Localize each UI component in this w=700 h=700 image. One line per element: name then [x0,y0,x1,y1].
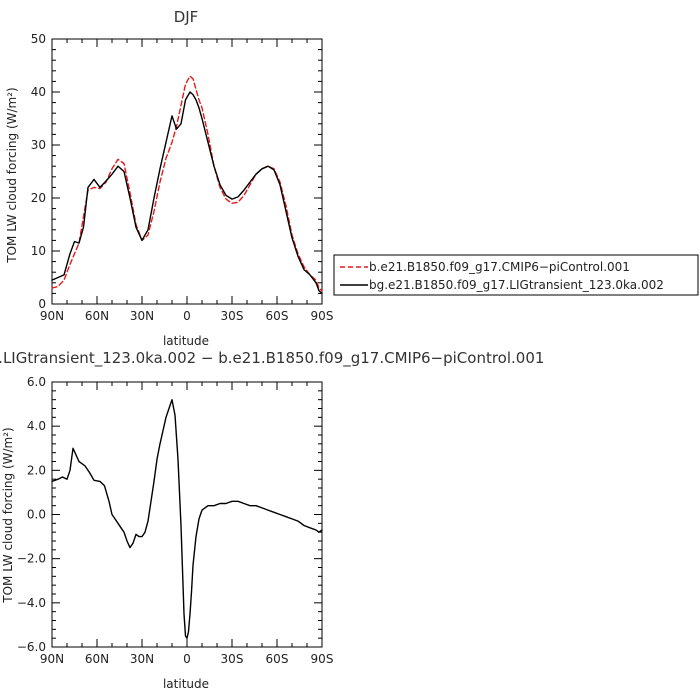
bottom-series-line-0 [51,399,323,639]
top-chart-title: DJF [174,8,199,26]
legend-label-control: b.e21.B1850.f09_g17.CMIP6−piControl.001 [369,260,630,274]
legend: b.e21.B1850.f09_g17.CMIP6−piControl.001 … [333,254,699,296]
top-axis-ticks: 90N 60N 30N 0 30S 60S 90S 0 10 20 30 40 50 [31,32,334,323]
top-plot-frame [51,38,323,305]
top-y-axis-label: TOM LW cloud forcing (W/m²) [5,87,19,264]
bottom-y-axis-label: TOM LW cloud forcing (W/m²) [1,427,15,604]
top-series-line-0 [51,75,323,292]
bottom-y-tick-label: −2.0 [17,552,46,566]
bottom-panel: bg.e21.B1850.f09_g17.LIGtransient_123.0k… [0,349,544,691]
bottom-y-tick-label: −6.0 [17,640,46,654]
bottom-y-tick-label: 4.0 [27,419,46,433]
bottom-series-lines [51,399,323,639]
bottom-y-tick-label: 2.0 [27,463,46,477]
legend-box [333,254,699,296]
top-series-line-1 [51,91,323,295]
top-y-tick-label: 0 [38,297,46,311]
top-series-lines [51,75,323,295]
top-x-axis-label: latitude [163,334,209,348]
top-y-tick-label: 50 [31,32,46,46]
top-x-tick-label: 60S [266,309,289,323]
bottom-axis-ticks: 90N 60N 30N 0 30S 60S 90S −6.0 −4.0 −2.0 0.0 2.0 4.0… [17,375,334,666]
bottom-x-tick-label: 60S [266,652,289,666]
bottom-x-tick-label: 0 [183,652,191,666]
top-x-tick-label: 90S [311,309,334,323]
top-y-tick-label: 10 [31,244,46,258]
bottom-x-axis-label: latitude [163,677,209,691]
bottom-x-tick-label: 90N [40,652,64,666]
bottom-x-tick-label: 90S [311,652,334,666]
top-y-tick-label: 20 [31,191,46,205]
bottom-x-tick-label: 60N [85,652,109,666]
top-x-tick-label: 30S [221,309,244,323]
bottom-x-tick-label: 30N [130,652,154,666]
bottom-y-tick-label: −4.0 [17,596,46,610]
top-x-tick-label: 30N [130,309,154,323]
bottom-y-tick-label: 6.0 [27,375,46,389]
bottom-y-tick-label: 0.0 [27,508,46,522]
top-y-tick-label: 30 [31,138,46,152]
top-panel: DJF 90N 60N 30N 0 30S 60S 90S 0 10 20 30 40 50 latit… [5,8,333,348]
bottom-chart-title: bg.e21.B1850.f09_g17.LIGtransient_123.0k… [0,349,544,368]
top-x-tick-label: 60N [85,309,109,323]
top-x-tick-label: 90N [40,309,64,323]
top-y-tick-label: 40 [31,85,46,99]
top-x-tick-label: 0 [183,309,191,323]
bottom-x-tick-label: 30S [221,652,244,666]
legend-label-transient: bg.e21.B1850.f09_g17.LIGtransient_123.0k… [369,278,664,292]
